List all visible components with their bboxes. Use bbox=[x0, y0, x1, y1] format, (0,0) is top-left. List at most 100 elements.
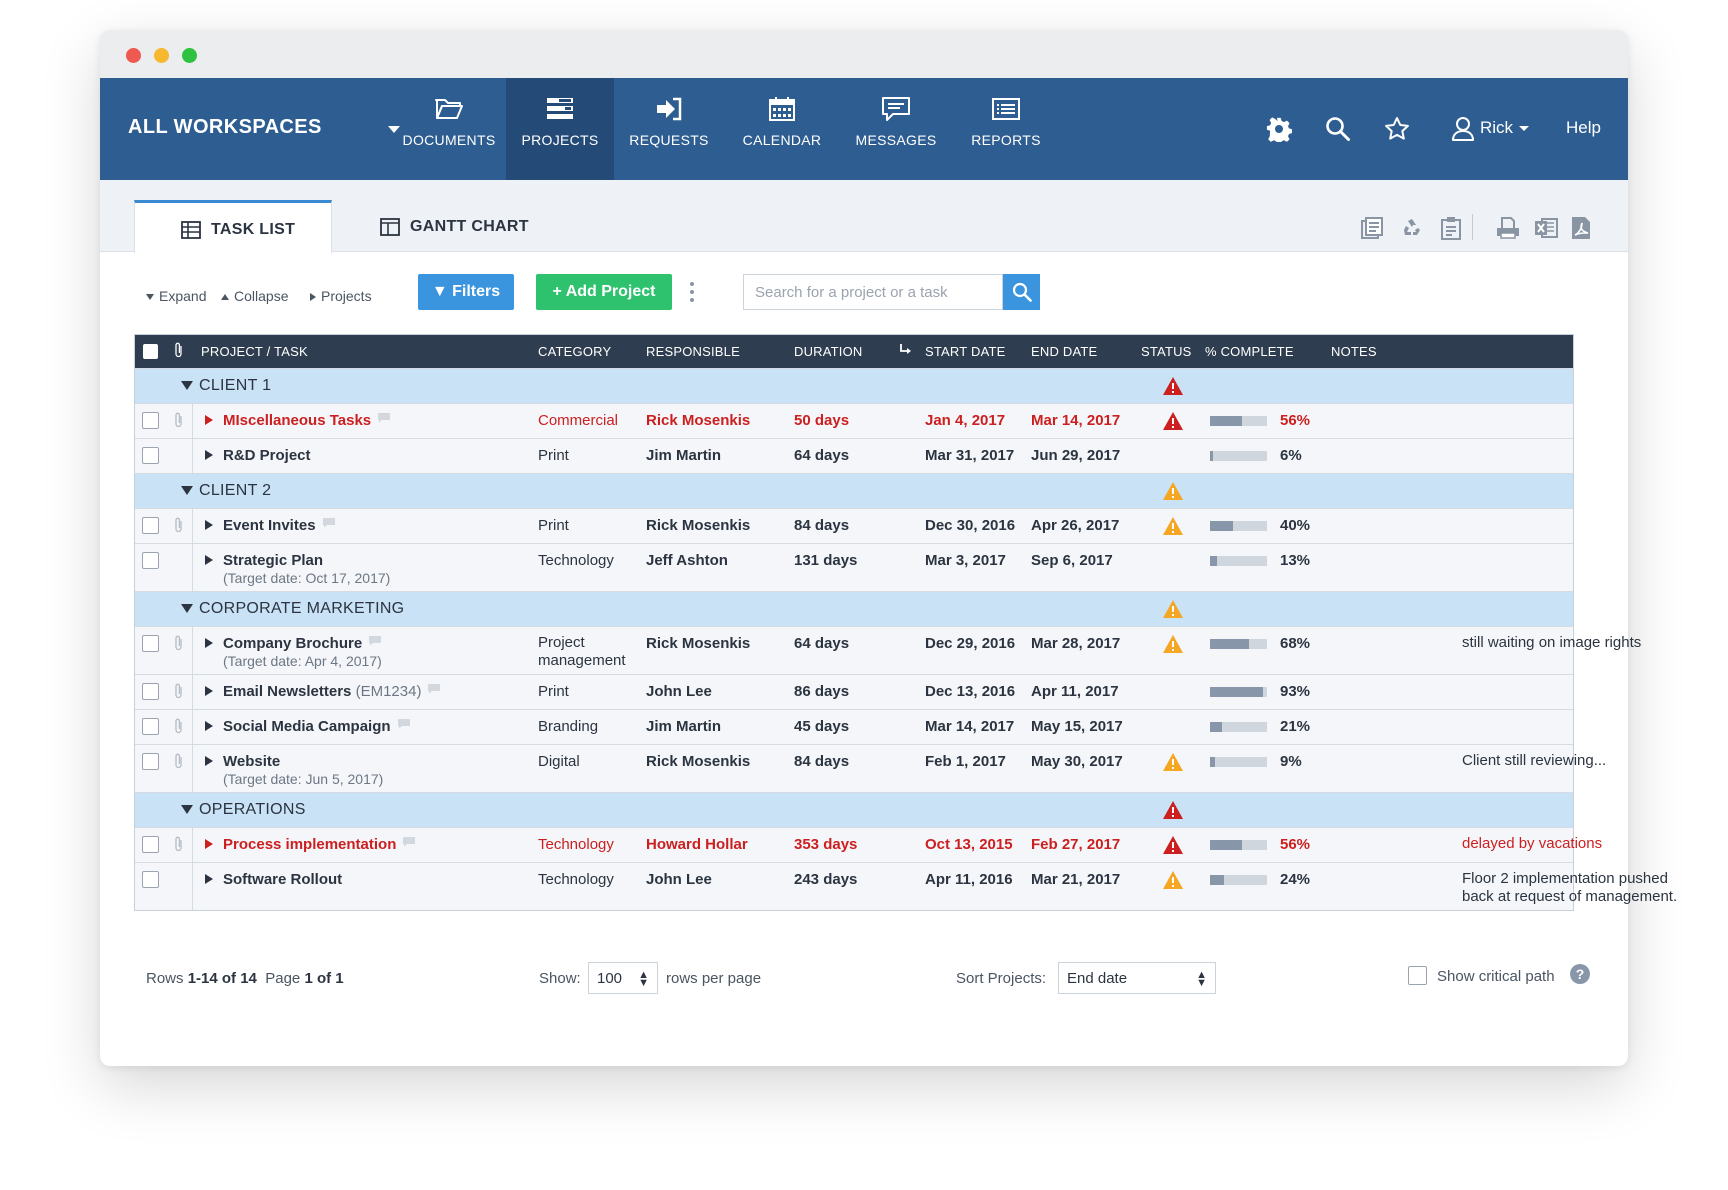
table-row[interactable]: Social Media Campaign Branding Jim Marti… bbox=[135, 709, 1573, 744]
comment-icon[interactable] bbox=[402, 836, 416, 847]
col-status[interactable]: STATUS bbox=[1141, 344, 1192, 359]
task-name[interactable]: MIscellaneous Tasks bbox=[223, 412, 391, 429]
clipboard-icon[interactable] bbox=[1440, 216, 1462, 240]
rows-per-page-select[interactable]: 100 ▲ ▼ bbox=[588, 962, 658, 994]
task-name[interactable]: Strategic Plan bbox=[223, 552, 324, 569]
task-name[interactable]: Website bbox=[223, 753, 281, 770]
caret-right-icon[interactable] bbox=[205, 874, 213, 884]
star-icon[interactable] bbox=[1384, 116, 1410, 142]
row-checkbox[interactable] bbox=[142, 683, 159, 700]
table-row[interactable]: R&D Project Print Jim Martin 64 days Mar… bbox=[135, 438, 1573, 473]
caret-down-icon[interactable] bbox=[181, 805, 193, 814]
caret-right-icon[interactable] bbox=[205, 638, 213, 648]
caret-down-icon[interactable] bbox=[181, 604, 193, 613]
row-checkbox[interactable] bbox=[142, 635, 159, 652]
group-row[interactable]: CLIENT 1 bbox=[135, 368, 1573, 403]
row-checkbox[interactable] bbox=[142, 836, 159, 853]
task-name[interactable]: Email Newsletters (EM1234) bbox=[223, 683, 441, 700]
task-name[interactable]: Company Brochure bbox=[223, 635, 382, 652]
tab-task-list[interactable]: TASK LIST bbox=[134, 200, 332, 253]
caret-right-icon[interactable] bbox=[205, 721, 213, 731]
workspace-selector[interactable]: ALL WORKSPACES bbox=[128, 116, 322, 138]
collapse-link[interactable]: Collapse bbox=[221, 288, 288, 304]
search-input[interactable]: Search for a project or a task bbox=[743, 274, 1003, 310]
pdf-icon[interactable] bbox=[1570, 216, 1592, 240]
documents-icon[interactable] bbox=[1360, 216, 1384, 240]
table-row[interactable]: Email Newsletters (EM1234) Print John Le… bbox=[135, 674, 1573, 709]
col-project-task[interactable]: PROJECT / TASK bbox=[201, 344, 308, 359]
comment-icon[interactable] bbox=[397, 718, 411, 729]
table-row[interactable]: Process implementation Technology Howard… bbox=[135, 827, 1602, 862]
col-notes[interactable]: NOTES bbox=[1331, 344, 1377, 359]
nav-projects[interactable]: PROJECTS bbox=[506, 78, 614, 180]
nav-requests[interactable]: REQUESTS bbox=[614, 78, 724, 180]
paperclip-icon[interactable] bbox=[174, 718, 184, 734]
caret-right-icon[interactable] bbox=[205, 450, 213, 460]
comment-icon[interactable] bbox=[322, 517, 336, 528]
more-options-icon[interactable] bbox=[690, 282, 696, 306]
row-checkbox[interactable] bbox=[142, 753, 159, 770]
table-row[interactable]: Website (Target date: Jun 5, 2017) Digit… bbox=[135, 744, 1606, 792]
col-duration[interactable]: DURATION bbox=[794, 344, 863, 359]
filters-button[interactable]: ▼ Filters bbox=[418, 274, 514, 310]
expand-link[interactable]: Expand bbox=[146, 288, 206, 304]
task-name[interactable]: Social Media Campaign bbox=[223, 718, 411, 735]
group-row[interactable]: CORPORATE MARKETING bbox=[135, 591, 1573, 626]
row-checkbox[interactable] bbox=[142, 552, 159, 569]
caret-down-icon[interactable] bbox=[388, 126, 400, 133]
nav-documents[interactable]: DOCUMENTS bbox=[392, 78, 506, 180]
row-checkbox[interactable] bbox=[142, 517, 159, 534]
user-menu[interactable]: Rick bbox=[1480, 118, 1530, 138]
task-name[interactable]: R&D Project bbox=[223, 447, 311, 464]
caret-right-icon[interactable] bbox=[205, 555, 213, 565]
recycle-icon[interactable] bbox=[1400, 216, 1424, 240]
select-all-checkbox[interactable] bbox=[143, 344, 158, 359]
group-row[interactable]: CLIENT 2 bbox=[135, 473, 1573, 508]
user-icon[interactable] bbox=[1452, 116, 1474, 142]
paperclip-icon[interactable] bbox=[174, 753, 184, 769]
nav-messages[interactable]: MESSAGES bbox=[840, 78, 952, 180]
excel-icon[interactable] bbox=[1534, 216, 1558, 240]
projects-link[interactable]: Projects bbox=[310, 288, 372, 304]
table-row[interactable]: Event Invites Print Rick Mosenkis 84 day… bbox=[135, 508, 1573, 543]
help-link[interactable]: Help bbox=[1566, 118, 1601, 137]
add-project-button[interactable]: + Add Project bbox=[536, 274, 672, 310]
row-checkbox[interactable] bbox=[142, 718, 159, 735]
caret-right-icon[interactable] bbox=[205, 756, 213, 766]
caret-right-icon[interactable] bbox=[205, 839, 213, 849]
paperclip-icon[interactable] bbox=[174, 683, 184, 699]
nav-reports[interactable]: REPORTS bbox=[952, 78, 1060, 180]
sort-projects-select[interactable]: End date ▲ ▼ bbox=[1058, 962, 1216, 994]
row-checkbox[interactable] bbox=[142, 871, 159, 888]
caret-down-icon[interactable] bbox=[181, 381, 193, 390]
paperclip-icon[interactable] bbox=[174, 635, 184, 651]
group-row[interactable]: OPERATIONS bbox=[135, 792, 1573, 827]
search-icon[interactable] bbox=[1325, 116, 1351, 142]
row-checkbox[interactable] bbox=[142, 412, 159, 429]
help-circle-icon[interactable]: ? bbox=[1570, 964, 1590, 984]
gear-icon[interactable] bbox=[1266, 116, 1292, 142]
critical-path-checkbox[interactable] bbox=[1408, 966, 1427, 985]
task-name[interactable]: Software Rollout bbox=[223, 871, 343, 888]
comment-icon[interactable] bbox=[368, 635, 382, 646]
critical-path-label[interactable]: Show critical path bbox=[1437, 968, 1555, 985]
col-end-date[interactable]: END DATE bbox=[1031, 344, 1098, 359]
nav-calendar[interactable]: CALENDAR bbox=[724, 78, 840, 180]
table-row[interactable]: MIscellaneous Tasks Commercial Rick Mose… bbox=[135, 403, 1573, 438]
caret-down-icon[interactable] bbox=[181, 486, 193, 495]
paperclip-icon[interactable] bbox=[174, 412, 184, 428]
row-checkbox[interactable] bbox=[142, 447, 159, 464]
col-complete[interactable]: % COMPLETE bbox=[1205, 344, 1294, 359]
table-row[interactable]: Strategic Plan (Target date: Oct 17, 201… bbox=[135, 543, 1573, 591]
maximize-window-button[interactable] bbox=[182, 48, 197, 63]
paperclip-icon[interactable] bbox=[174, 836, 184, 852]
col-category[interactable]: CATEGORY bbox=[538, 344, 612, 359]
minimize-window-button[interactable] bbox=[154, 48, 169, 63]
task-name[interactable]: Event Invites bbox=[223, 517, 336, 534]
tab-gantt-chart[interactable]: GANTT CHART bbox=[380, 200, 530, 253]
caret-right-icon[interactable] bbox=[205, 686, 213, 696]
comment-icon[interactable] bbox=[377, 412, 391, 423]
col-responsible[interactable]: RESPONSIBLE bbox=[646, 344, 740, 359]
print-icon[interactable] bbox=[1496, 216, 1520, 240]
comment-icon[interactable] bbox=[427, 683, 441, 694]
